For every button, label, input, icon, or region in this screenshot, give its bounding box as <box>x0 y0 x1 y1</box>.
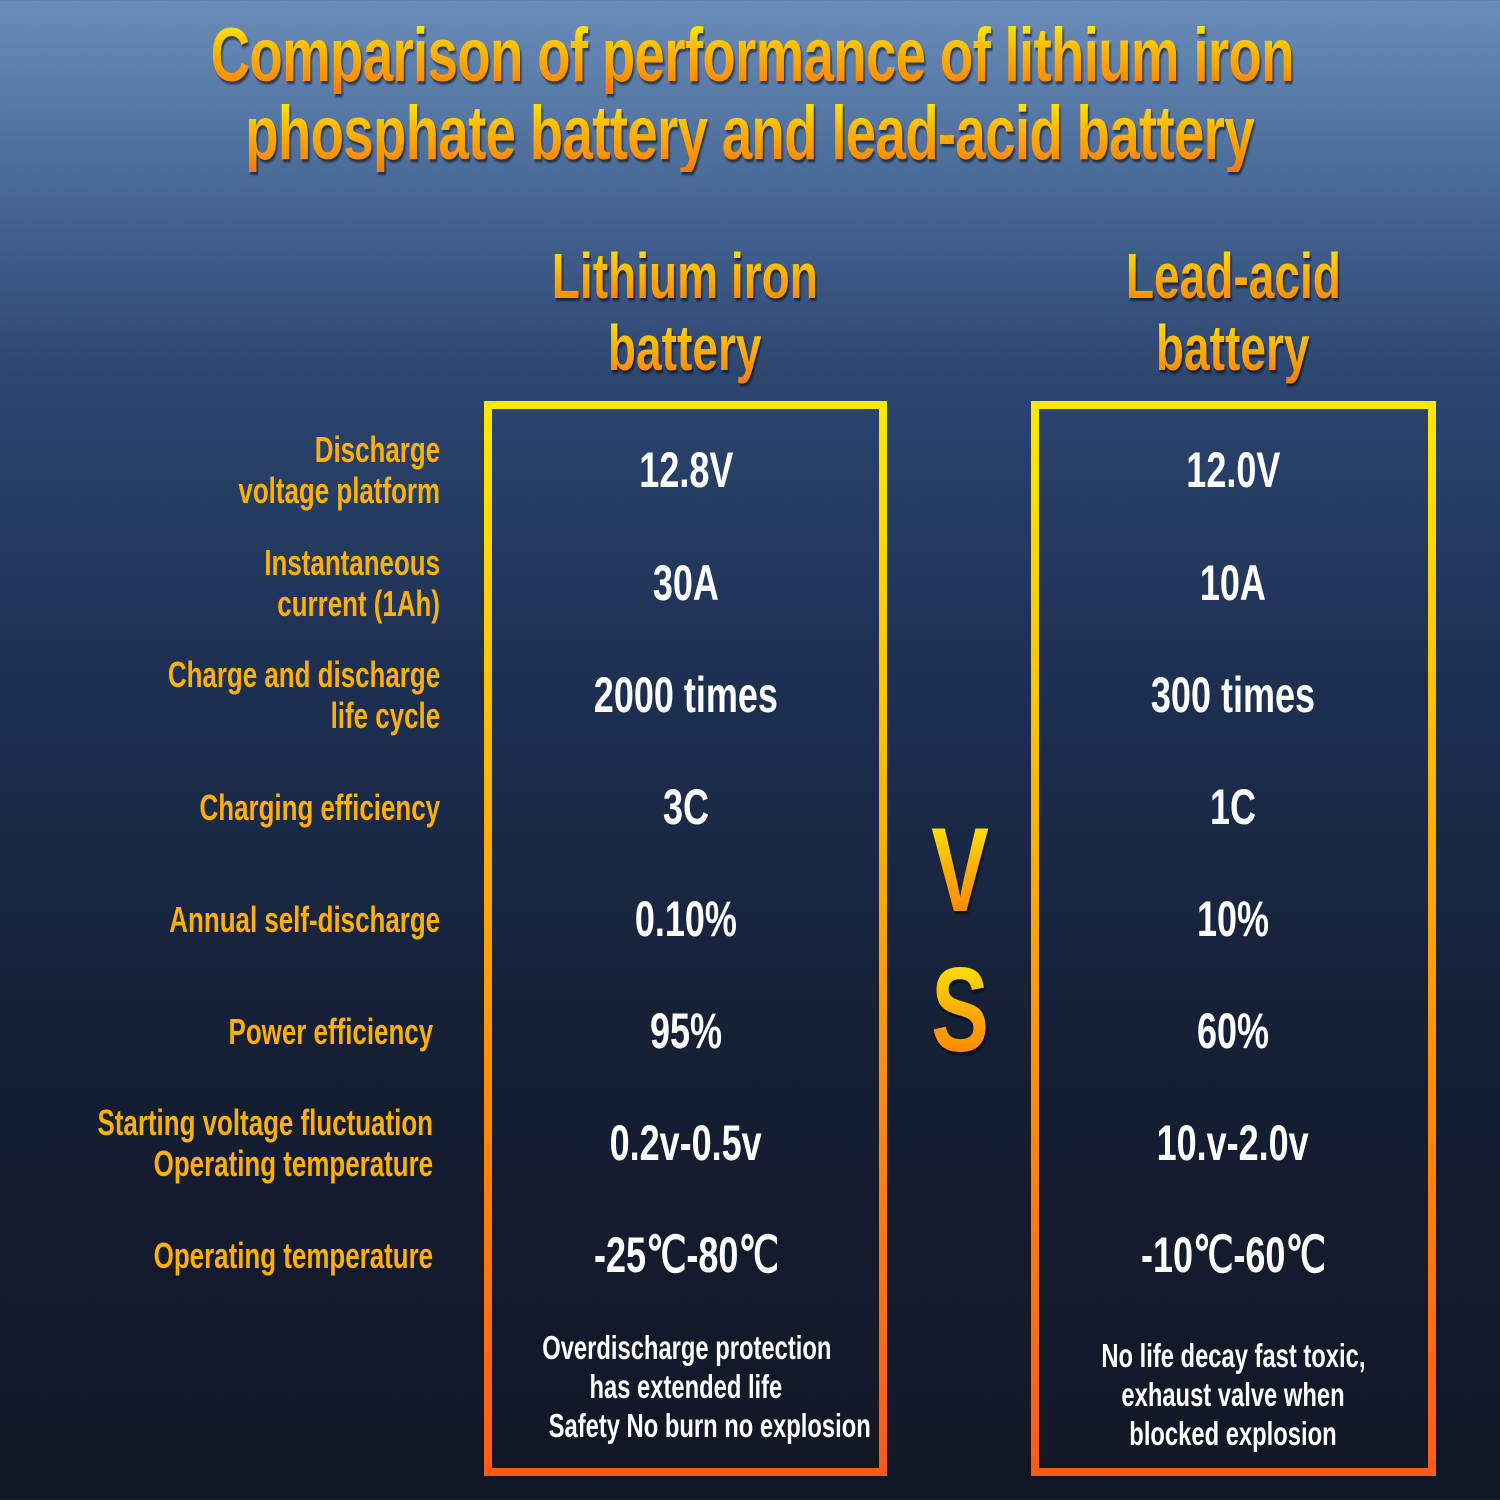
lead-acid-note: No life decay fast toxic, exhaust valve … <box>1100 1337 1366 1452</box>
row-label: Power efficiency <box>228 1010 433 1052</box>
value-lead: 10A <box>1199 555 1267 611</box>
column-header-lead-acid: Lead-acid battery <box>1125 240 1341 384</box>
lithium-note: Overdischarge protection has extended li… <box>542 1329 871 1444</box>
value-lead: 60% <box>1196 1003 1270 1059</box>
value-lithium: 2000 times <box>593 667 779 723</box>
value-lead: 10.v-2.0v <box>1156 1115 1310 1171</box>
column-header-lithium: Lithium iron battery <box>551 240 819 384</box>
value-lead: 10% <box>1196 891 1270 947</box>
value-lithium: 12.8V <box>638 442 734 498</box>
value-lead: -10℃-60℃ <box>1140 1227 1326 1283</box>
row-label: Operating temperature <box>153 1234 433 1276</box>
row-label: Charge and discharge life cycle <box>167 654 440 736</box>
row-label: Annual self-discharge <box>169 898 440 940</box>
value-lead: 300 times <box>1150 667 1316 723</box>
vs-letter-s: S <box>931 943 989 1077</box>
vs-letter-v: V <box>931 803 989 937</box>
row-label: Charging efficiency <box>199 786 440 828</box>
value-lithium: 3C <box>662 779 710 835</box>
value-lead: 12.0V <box>1185 442 1281 498</box>
value-lead: 1C <box>1209 779 1257 835</box>
lead-acid-column-box <box>1031 401 1436 1476</box>
row-label: Starting voltage fluctuation Operating te… <box>97 1102 433 1184</box>
value-lithium: 95% <box>649 1003 723 1059</box>
lithium-column-box <box>484 401 887 1476</box>
value-lithium: 0.2v-0.5v <box>609 1115 763 1171</box>
value-lithium: 0.10% <box>634 891 738 947</box>
row-label: Instantaneous current (1Ah) <box>264 542 440 624</box>
value-lithium: -25℃-80℃ <box>593 1227 779 1283</box>
row-label: Discharge voltage platform <box>238 429 440 511</box>
value-lithium: 30A <box>652 555 720 611</box>
page-title-line-1: Comparison of performance of lithium iro… <box>210 13 1295 98</box>
page-title-line-2: phosphate battery and lead-acid battery <box>245 91 1256 176</box>
